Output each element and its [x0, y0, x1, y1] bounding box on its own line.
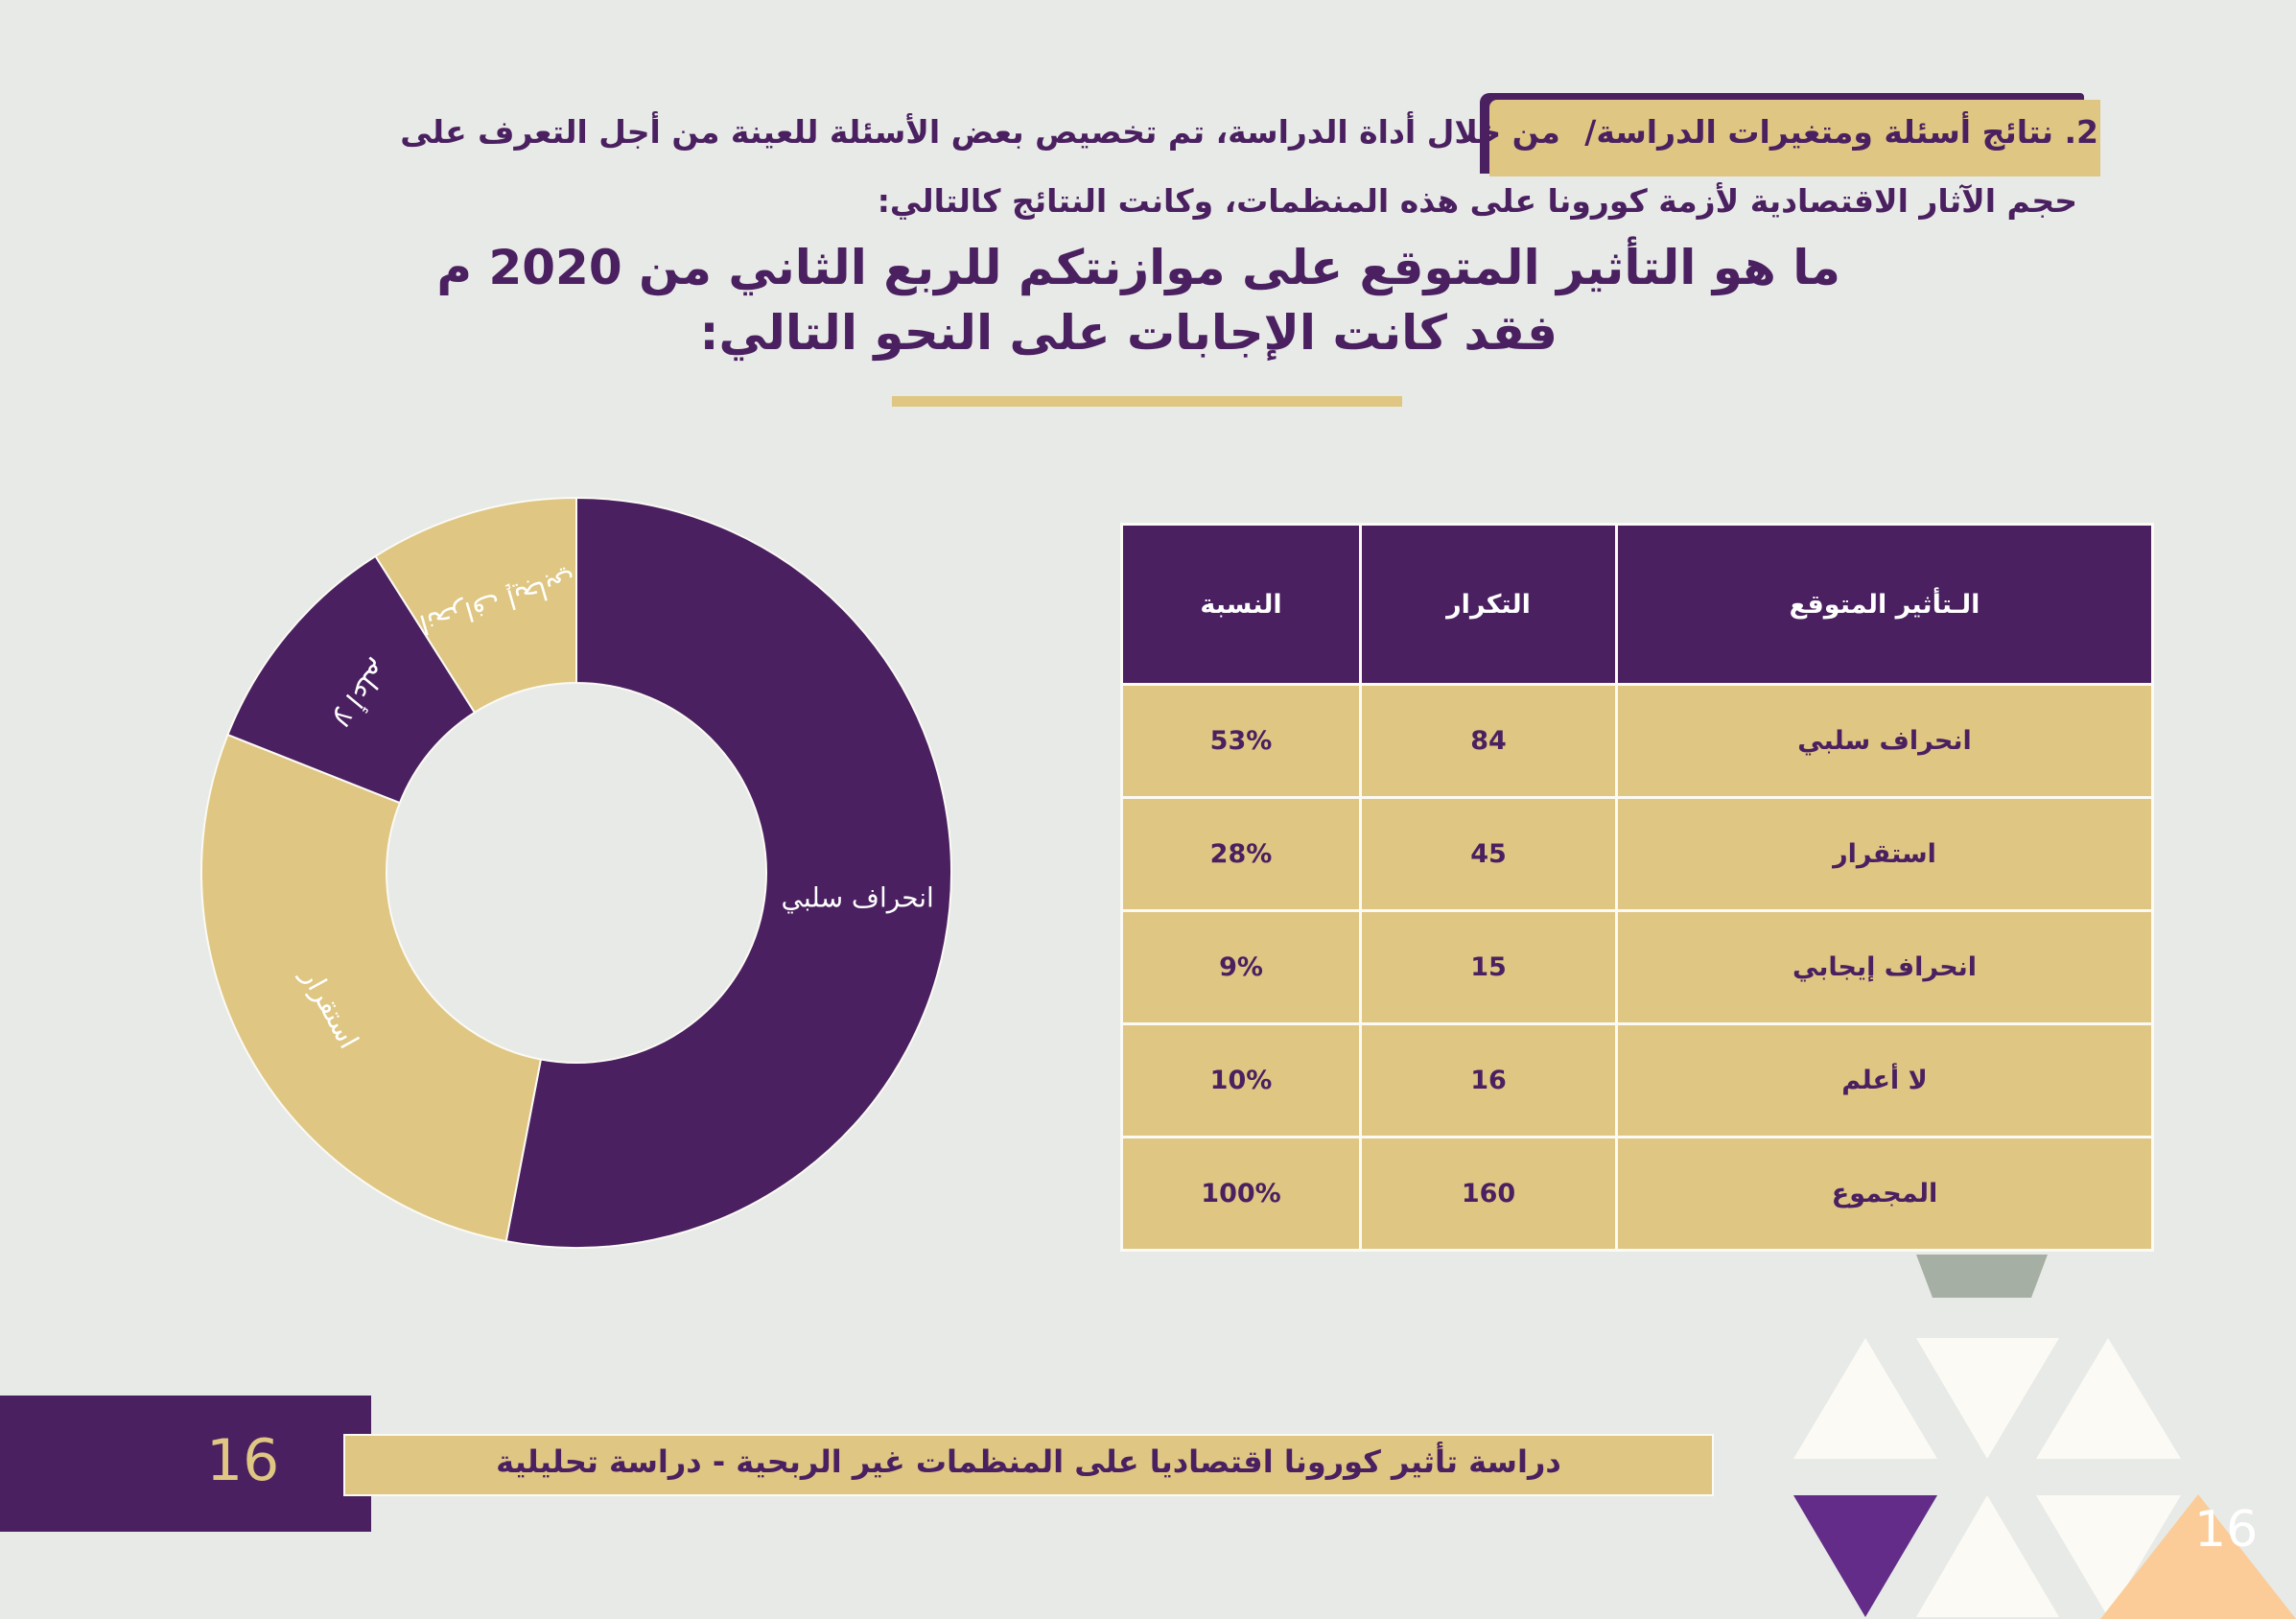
question-title: ما هو التأثير المتوقع على موازنتكم للربع… [436, 240, 1840, 295]
triangle-down [1916, 1338, 2059, 1459]
donut-slice [200, 733, 543, 1243]
percent-cell: 9% [1120, 909, 1362, 1025]
footer-block [0, 1396, 371, 1532]
frequency-cell: 16 [1359, 1022, 1618, 1138]
header-percent: النسبة [1120, 523, 1362, 686]
intro-text: من خلال أداة الدراسة، تم تخصيص بعض الأسئ… [400, 113, 1560, 151]
frequency-cell: 84 [1359, 683, 1618, 799]
triangle-up [1916, 1495, 2059, 1617]
intro-line-1: 2. نتائج أسئلة ومتغيرات الدراسة/ من خلال… [400, 113, 2098, 151]
title-underline [892, 396, 1402, 407]
percent-cell: 28% [1120, 796, 1362, 912]
impact-cell: انحراف إيجابي [1615, 909, 2154, 1025]
intro-line-2: حجم الآثار الاقتصادية لأزمة كورونا على ه… [877, 182, 2077, 220]
section-label: 2. نتائج أسئلة ومتغيرات الدراسة/ [1584, 113, 2098, 151]
table-row: استقرار 45 28% [1120, 796, 2154, 912]
impact-cell: المجموع [1615, 1136, 2154, 1252]
slice-label: انحراف سلبي [782, 882, 934, 914]
header-frequency: التكرار [1359, 523, 1618, 686]
donut-slice [374, 496, 577, 715]
triangle-up [1793, 1338, 1937, 1459]
peach-triangle [2100, 1494, 2296, 1619]
page-number: 16 [206, 1427, 280, 1494]
results-table: الـتأثير المتوقع التكرار النسبة انحراف س… [1120, 523, 2154, 1252]
impact-cell: انحراف سلبي [1615, 683, 2154, 799]
footer-title: دراسة تأثير كورونا اقتصاديا على المنظمات… [496, 1443, 1561, 1480]
footer-bar [343, 1434, 1714, 1496]
impact-cell: استقرار [1615, 796, 2154, 912]
frequency-cell: 15 [1359, 909, 1618, 1025]
impact-cell: لا أعلم [1615, 1022, 2154, 1138]
triangle-up [2036, 1338, 2181, 1459]
question-subtitle: فقد كانت الإجابات على النحو التالي: [699, 305, 1558, 361]
gray-trapezoid [1916, 1255, 2048, 1298]
table-row: المجموع 160 100% [1120, 1136, 2154, 1252]
donut-slice [504, 496, 952, 1249]
decorative-triangles [1793, 1255, 2296, 1619]
percent-cell: 53% [1120, 683, 1362, 799]
frequency-cell: 45 [1359, 796, 1618, 912]
section-label-box [1489, 100, 2100, 176]
percent-cell: 100% [1120, 1136, 1362, 1252]
table-row: لا أعلم 16 10% [1120, 1022, 2154, 1138]
table-row: انحراف إيجابي 15 9% [1120, 909, 2154, 1025]
table-header-row: الـتأثير المتوقع التكرار النسبة [1120, 523, 2154, 686]
frequency-cell: 160 [1359, 1136, 1618, 1252]
percent-cell: 10% [1120, 1022, 1362, 1138]
table-row: انحراف سلبي 84 53% [1120, 683, 2154, 799]
purple-triangle [1793, 1495, 1937, 1617]
header-impact: الـتأثير المتوقع [1615, 523, 2154, 686]
triangle-down [2036, 1495, 2181, 1617]
corner-page-number: 16 [2194, 1501, 2259, 1559]
